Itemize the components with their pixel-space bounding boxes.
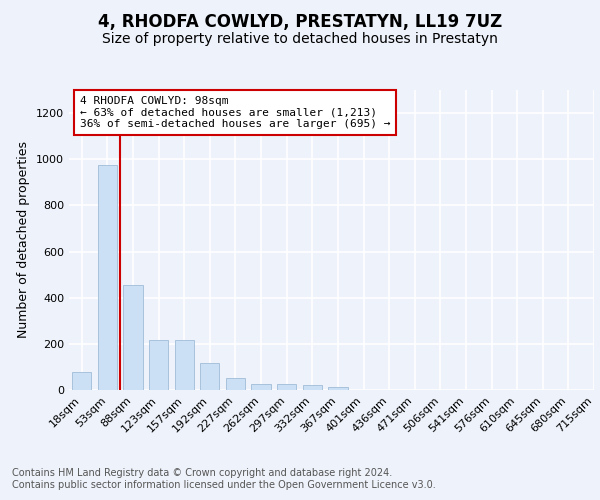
Bar xyxy=(302,386,322,390)
Bar xyxy=(175,340,194,390)
Bar xyxy=(200,364,220,390)
Bar xyxy=(226,378,245,390)
Bar xyxy=(98,165,117,390)
Y-axis label: Number of detached properties: Number of detached properties xyxy=(17,142,31,338)
Text: 4, RHODFA COWLYD, PRESTATYN, LL19 7UZ: 4, RHODFA COWLYD, PRESTATYN, LL19 7UZ xyxy=(98,12,502,30)
Text: Contains HM Land Registry data © Crown copyright and database right 2024.
Contai: Contains HM Land Registry data © Crown c… xyxy=(12,468,436,490)
Bar xyxy=(328,387,347,390)
Bar xyxy=(277,384,296,390)
Text: 4 RHODFA COWLYD: 98sqm
← 63% of detached houses are smaller (1,213)
36% of semi-: 4 RHODFA COWLYD: 98sqm ← 63% of detached… xyxy=(79,96,390,129)
Text: Size of property relative to detached houses in Prestatyn: Size of property relative to detached ho… xyxy=(102,32,498,46)
Bar xyxy=(72,372,91,390)
Bar xyxy=(149,340,168,390)
Bar xyxy=(251,384,271,390)
Bar xyxy=(124,285,143,390)
